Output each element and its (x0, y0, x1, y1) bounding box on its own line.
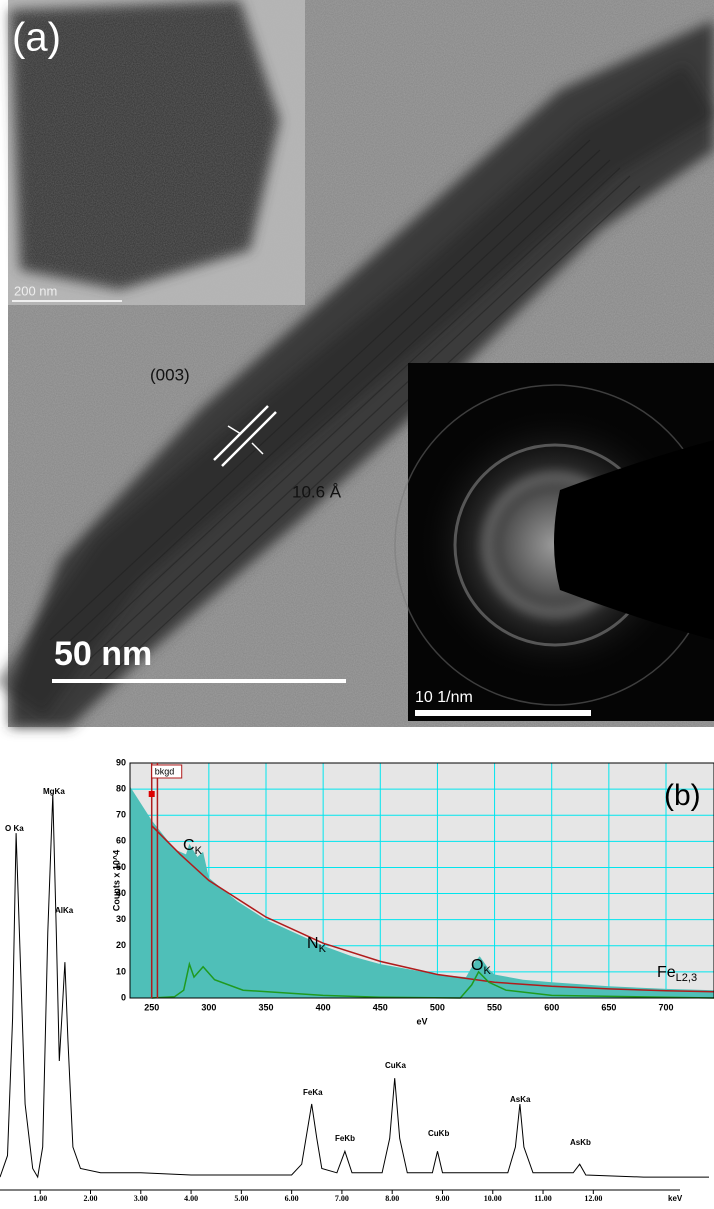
scale-label: 50 nm (54, 635, 152, 673)
figure: 200 nm 10 1/nm (a) (003) 10.6 Å 50 nm 1.… (0, 0, 714, 1204)
edge-subscript: K (483, 965, 491, 977)
x-tick-label: 10.00 (484, 1194, 502, 1203)
x-tick-label: 6.00 (285, 1194, 299, 1203)
y-tick-label: 60 (116, 836, 126, 846)
y-tick-label: 90 (116, 757, 126, 767)
y-tick-label: 80 (116, 783, 126, 793)
peak-label: FeKb (335, 1134, 355, 1143)
edge-element: O (471, 957, 483, 974)
x-tick-label: 300 (201, 1002, 216, 1012)
panel-a: 200 nm 10 1/nm (a) (003) 10.6 Å 50 nm (8, 0, 714, 727)
edge-element: C (183, 837, 195, 854)
x-tick-label: 250 (144, 1002, 159, 1012)
x-tick-label: 3.00 (134, 1194, 148, 1203)
plane-label: (003) (150, 365, 190, 384)
diffraction-scale-label: 10 1/nm (415, 689, 473, 706)
x-tick-label: 5.00 (234, 1194, 248, 1203)
edge-subscript: L2,3 (676, 972, 697, 984)
y-tick-label: 10 (116, 966, 126, 976)
inset-scale-label: 200 nm (14, 283, 57, 298)
x-axis-label: eV (416, 1016, 427, 1026)
y-axis-label: Counts x 10^4 (111, 850, 121, 911)
x-tick-label: 11.00 (534, 1194, 552, 1203)
peak-label: CuKa (385, 1061, 406, 1070)
x-tick-label: 12.00 (584, 1194, 602, 1203)
peak-label: AsKa (510, 1095, 531, 1104)
edge-subscript: K (195, 845, 203, 857)
peak-label: FeKa (303, 1088, 323, 1097)
x-tick-label: 600 (544, 1002, 559, 1012)
x-tick-label: 2.00 (84, 1194, 98, 1203)
x-tick-label: 650 (601, 1002, 616, 1012)
x-tick-label: 550 (487, 1002, 502, 1012)
peak-label: AlKa (55, 906, 74, 915)
x-tick-label: 8.00 (385, 1194, 399, 1203)
peak-label: O Ka (5, 824, 24, 833)
x-tick-label: 700 (658, 1002, 673, 1012)
edge-element: N (307, 935, 319, 952)
edge-element: Fe (657, 964, 676, 981)
x-tick-label: 350 (258, 1002, 273, 1012)
x-tick-label: 7.00 (335, 1194, 349, 1203)
spacing-label: 10.6 Å (292, 482, 342, 501)
panel-label: (b) (664, 779, 701, 812)
x-tick-label: 400 (316, 1002, 331, 1012)
y-tick-label: 20 (116, 940, 126, 950)
x-tick-label: 9.00 (435, 1194, 449, 1203)
peak-label: AsKb (570, 1138, 591, 1147)
bkgd-label: bkgd (155, 766, 175, 776)
y-tick-label: 70 (116, 810, 126, 820)
x-unit: keV (668, 1194, 683, 1203)
x-tick-label: 1.00 (33, 1194, 47, 1203)
bkgd-handle (149, 791, 155, 797)
peak-label: CuKb (428, 1129, 449, 1138)
edge-subscript: K (319, 943, 327, 955)
y-tick-label: 0 (121, 992, 126, 1002)
x-tick-label: 4.00 (184, 1194, 198, 1203)
x-tick-label: 500 (430, 1002, 445, 1012)
panel-label: (a) (12, 16, 61, 60)
y-tick-label: 30 (116, 914, 126, 924)
peak-label: MgKa (43, 787, 65, 796)
x-tick-label: 450 (373, 1002, 388, 1012)
